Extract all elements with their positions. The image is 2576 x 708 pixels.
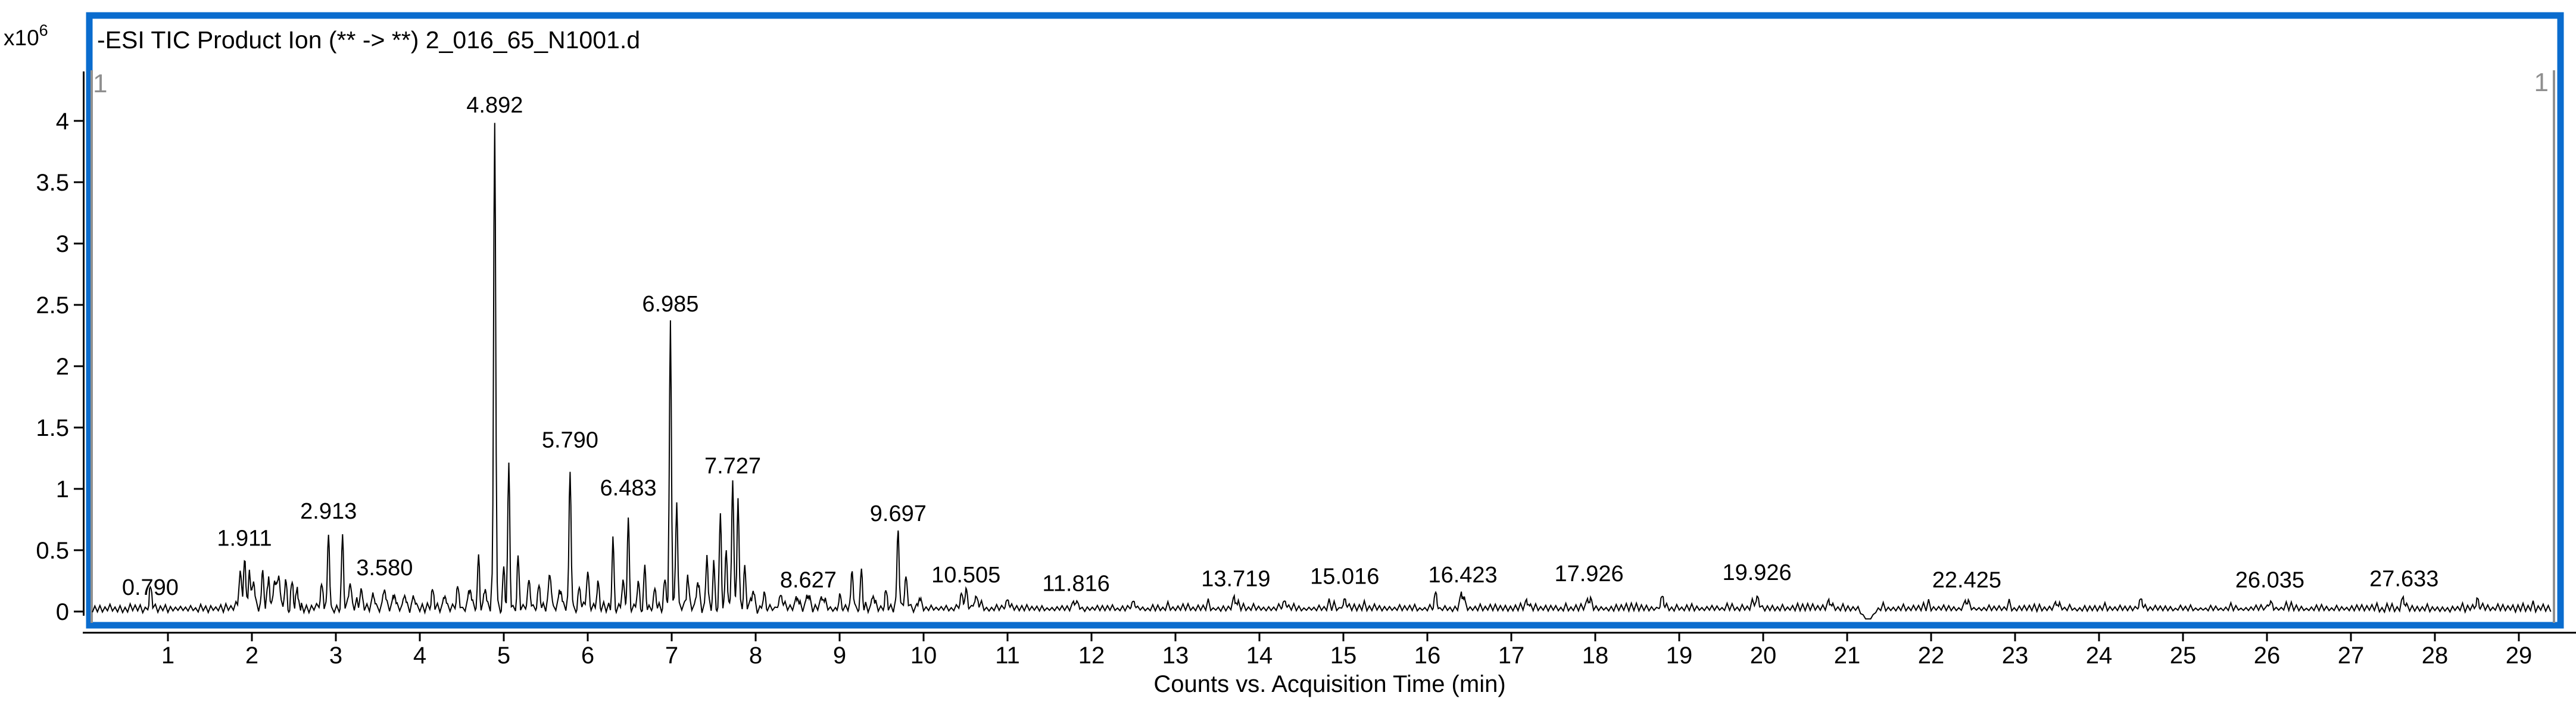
pane-number-right: 1 [2534, 68, 2549, 97]
pane-selection-frame [86, 12, 2564, 629]
x-tick-label: 9 [833, 642, 846, 669]
y-axis-multiplier-exponent: 6 [39, 21, 48, 39]
x-tick-label: 6 [581, 642, 594, 669]
y-tick-label: 1 [56, 476, 69, 503]
peak-label: 27.633 [2369, 566, 2438, 591]
peak-label: 19.926 [1722, 560, 1791, 585]
peak-label: 4.892 [466, 93, 523, 118]
x-tick-label: 11 [995, 642, 1020, 669]
x-tick-label: 7 [665, 642, 678, 669]
y-tick-label: 3 [56, 231, 69, 257]
peak-label: 13.719 [1201, 566, 1270, 591]
pane-number-left: 1 [93, 69, 108, 98]
x-tick-label: 20 [1750, 642, 1777, 669]
x-tick-label: 25 [2170, 642, 2197, 669]
peak-label: 3.580 [356, 556, 413, 581]
x-tick-label: 4 [413, 642, 426, 669]
peak-label: 15.016 [1310, 564, 1379, 589]
x-tick-label: 29 [2506, 642, 2533, 669]
x-tick-label: 2 [245, 642, 258, 669]
x-tick-label: 28 [2422, 642, 2449, 669]
x-tick-label: 3 [329, 642, 342, 669]
y-tick-label: 1.5 [36, 415, 69, 441]
peak-label: 5.790 [542, 428, 598, 453]
y-tick-label: 2 [56, 354, 69, 380]
x-tick-label: 10 [910, 642, 937, 669]
peak-label: 8.627 [780, 567, 837, 592]
y-axis-multiplier: x106 [4, 21, 48, 51]
x-tick-label: 16 [1414, 642, 1441, 669]
peak-label: 11.816 [1042, 572, 1109, 597]
x-tick-label: 21 [1834, 642, 1861, 669]
y-tick-label: 0.5 [36, 538, 69, 564]
y-tick-label: 0 [56, 599, 69, 625]
x-tick-label: 12 [1078, 642, 1105, 669]
peak-label: 10.505 [931, 563, 1000, 588]
peak-label: 6.985 [642, 292, 698, 317]
chromatogram-title: -ESI TIC Product Ion (** -> **) 2_016_65… [97, 26, 641, 54]
peak-label: 17.926 [1554, 562, 1623, 587]
peak-label: 26.035 [2235, 567, 2304, 592]
peak-label: 6.483 [600, 476, 657, 501]
peak-label: 2.913 [300, 499, 357, 524]
peak-label: 22.425 [1932, 567, 2001, 592]
x-tick-label: 13 [1162, 642, 1189, 669]
x-tick-label: 23 [2002, 642, 2029, 669]
y-axis[interactable]: 0 0.5 1 1.5 2 2.5 3 3.5 4 [36, 71, 85, 625]
x-tick-label: 19 [1666, 642, 1693, 669]
x-tick-label: 14 [1246, 642, 1273, 669]
x-tick-label: 8 [749, 642, 762, 669]
peak-label: 1.911 [217, 526, 272, 551]
x-axis[interactable]: 1 2 3 4 5 6 7 8 9 10 11 12 13 14 15 16 17 18 19 20 21 22 23 24 2… [83, 632, 2576, 669]
peak-labels: 0.790 1.911 2.913 3.580 4.892 5.7906.483 6.985… [122, 93, 2439, 600]
x-tick-label: 18 [1582, 642, 1609, 669]
tic-trace [92, 123, 2552, 620]
x-tick-label: 22 [1918, 642, 1945, 669]
peak-label: 7.727 [704, 454, 761, 479]
y-tick-label: 4 [56, 108, 69, 135]
x-axis-title: Counts vs. Acquisition Time (min) [1153, 671, 1506, 697]
x-tick-label: 1 [161, 642, 174, 669]
peak-label: 16.423 [1428, 563, 1497, 588]
x-tick-label: 26 [2254, 642, 2281, 669]
x-tick-label: 27 [2338, 642, 2365, 669]
y-axis-multiplier-base: x10 [4, 26, 39, 50]
plot-area[interactable] [93, 18, 2553, 622]
x-tick-label: 5 [497, 642, 510, 669]
x-tick-label: 17 [1498, 642, 1525, 669]
x-tick-label: 24 [2086, 642, 2113, 669]
peak-label: 0.790 [122, 575, 179, 600]
y-tick-label: 3.5 [36, 170, 69, 196]
peak-label: 9.697 [870, 501, 927, 526]
x-tick-label: 15 [1330, 642, 1357, 669]
y-tick-label: 2.5 [36, 292, 69, 319]
